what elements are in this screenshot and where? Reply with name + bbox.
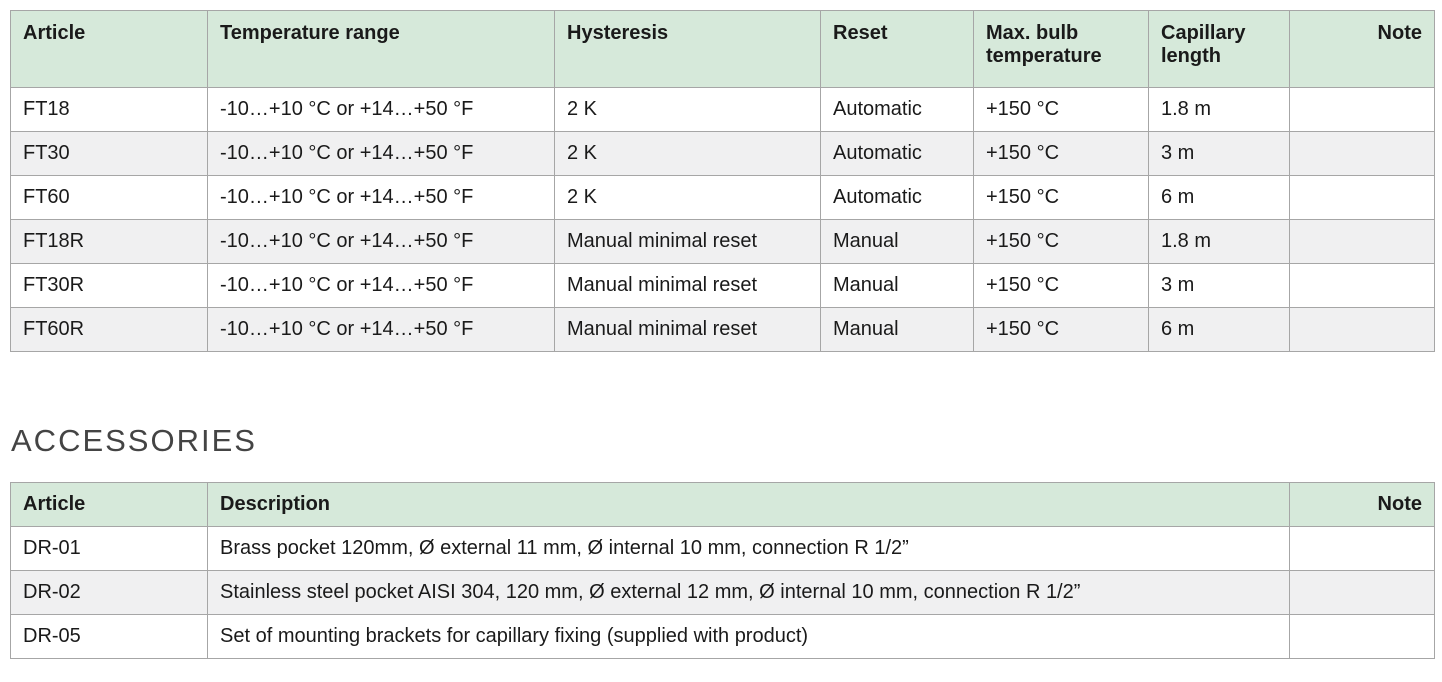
table-row: DR-02 Stainless steel pocket AISI 304, 12… bbox=[10, 570, 1435, 615]
table-cell: DR-05 bbox=[10, 614, 208, 659]
column-header: Note bbox=[1289, 10, 1435, 88]
table-cell: +150 °C bbox=[973, 87, 1149, 132]
products-table-body: FT18 -10…+10 °C or +14…+50 °F 2 K Automatic… bbox=[10, 87, 1435, 352]
table-cell: Manual bbox=[820, 263, 974, 308]
table-cell bbox=[1289, 87, 1435, 132]
accessories-table-body: DR-01 Brass pocket 120mm, Ø external 11 m… bbox=[10, 526, 1435, 659]
table-cell bbox=[1289, 219, 1435, 264]
accessories-table: Article Description Note DR-01 Brass pocket… bbox=[10, 482, 1435, 659]
table-cell: Automatic bbox=[820, 175, 974, 220]
table-cell: FT30 bbox=[10, 131, 208, 176]
table-cell bbox=[1289, 570, 1435, 615]
table-cell: DR-02 bbox=[10, 570, 208, 615]
table-cell: Automatic bbox=[820, 131, 974, 176]
table-cell: 6 m bbox=[1148, 307, 1290, 352]
table-cell: Set of mounting brackets for capillary f… bbox=[207, 614, 1290, 659]
table-cell: FT18 bbox=[10, 87, 208, 132]
table-cell: Manual bbox=[820, 307, 974, 352]
table-cell: FT30R bbox=[10, 263, 208, 308]
table-cell: +150 °C bbox=[973, 307, 1149, 352]
table-cell: -10…+10 °C or +14…+50 °F bbox=[207, 175, 555, 220]
table-row: DR-05 Set of mounting brackets for capill… bbox=[10, 614, 1435, 659]
table-cell: -10…+10 °C or +14…+50 °F bbox=[207, 263, 555, 308]
table-row: FT60R -10…+10 °C or +14…+50 °F Manual mini… bbox=[10, 307, 1435, 352]
accessories-header-row: Article Description Note bbox=[10, 482, 1435, 527]
column-header: Article bbox=[10, 10, 208, 88]
table-row: FT30R -10…+10 °C or +14…+50 °F Manual mini… bbox=[10, 263, 1435, 308]
column-header: Article bbox=[10, 482, 208, 527]
table-cell bbox=[1289, 614, 1435, 659]
products-table: Article Temperature range Hysteresis Reset M… bbox=[10, 10, 1435, 352]
table-row: FT60 -10…+10 °C or +14…+50 °F 2 K Automatic… bbox=[10, 175, 1435, 220]
table-cell: 1.8 m bbox=[1148, 87, 1290, 132]
table-row: FT18R -10…+10 °C or +14…+50 °F Manual mini… bbox=[10, 219, 1435, 264]
column-header: Hysteresis bbox=[554, 10, 821, 88]
table-cell: Brass pocket 120mm, Ø external 11 mm, Ø … bbox=[207, 526, 1290, 571]
table-cell: DR-01 bbox=[10, 526, 208, 571]
table-cell: -10…+10 °C or +14…+50 °F bbox=[207, 307, 555, 352]
column-header: Reset bbox=[820, 10, 974, 88]
table-cell bbox=[1289, 175, 1435, 220]
table-cell bbox=[1289, 526, 1435, 571]
column-header: Temperature range bbox=[207, 10, 555, 88]
table-cell: Manual minimal reset bbox=[554, 307, 821, 352]
table-cell: -10…+10 °C or +14…+50 °F bbox=[207, 219, 555, 264]
table-cell: +150 °C bbox=[973, 263, 1149, 308]
table-row: DR-01 Brass pocket 120mm, Ø external 11 m… bbox=[10, 526, 1435, 571]
table-cell: FT60 bbox=[10, 175, 208, 220]
table-cell: FT60R bbox=[10, 307, 208, 352]
table-cell: 3 m bbox=[1148, 263, 1290, 308]
table-cell bbox=[1289, 131, 1435, 176]
table-cell: FT18R bbox=[10, 219, 208, 264]
accessories-heading: ACCESSORIES bbox=[11, 423, 257, 458]
table-cell: 2 K bbox=[554, 87, 821, 132]
table-cell: 1.8 m bbox=[1148, 219, 1290, 264]
column-header: Description bbox=[207, 482, 1290, 527]
column-header: Note bbox=[1289, 482, 1435, 527]
table-cell: +150 °C bbox=[973, 131, 1149, 176]
products-header-row: Article Temperature range Hysteresis Reset M… bbox=[10, 10, 1435, 88]
table-cell: 6 m bbox=[1148, 175, 1290, 220]
table-cell bbox=[1289, 307, 1435, 352]
table-cell: 2 K bbox=[554, 131, 821, 176]
table-cell: Stainless steel pocket AISI 304, 120 mm,… bbox=[207, 570, 1290, 615]
table-cell: -10…+10 °C or +14…+50 °F bbox=[207, 131, 555, 176]
table-cell: +150 °C bbox=[973, 219, 1149, 264]
table-cell: Manual minimal reset bbox=[554, 219, 821, 264]
table-cell: Manual bbox=[820, 219, 974, 264]
table-row: FT30 -10…+10 °C or +14…+50 °F 2 K Automatic… bbox=[10, 131, 1435, 176]
table-cell: +150 °C bbox=[973, 175, 1149, 220]
table-cell bbox=[1289, 263, 1435, 308]
table-cell: Automatic bbox=[820, 87, 974, 132]
column-header: Capillary length bbox=[1148, 10, 1290, 88]
table-cell: -10…+10 °C or +14…+50 °F bbox=[207, 87, 555, 132]
table-cell: 2 K bbox=[554, 175, 821, 220]
column-header: Max. bulb temperature bbox=[973, 10, 1149, 88]
table-cell: 3 m bbox=[1148, 131, 1290, 176]
table-row: FT18 -10…+10 °C or +14…+50 °F 2 K Automatic… bbox=[10, 87, 1435, 132]
table-cell: Manual minimal reset bbox=[554, 263, 821, 308]
